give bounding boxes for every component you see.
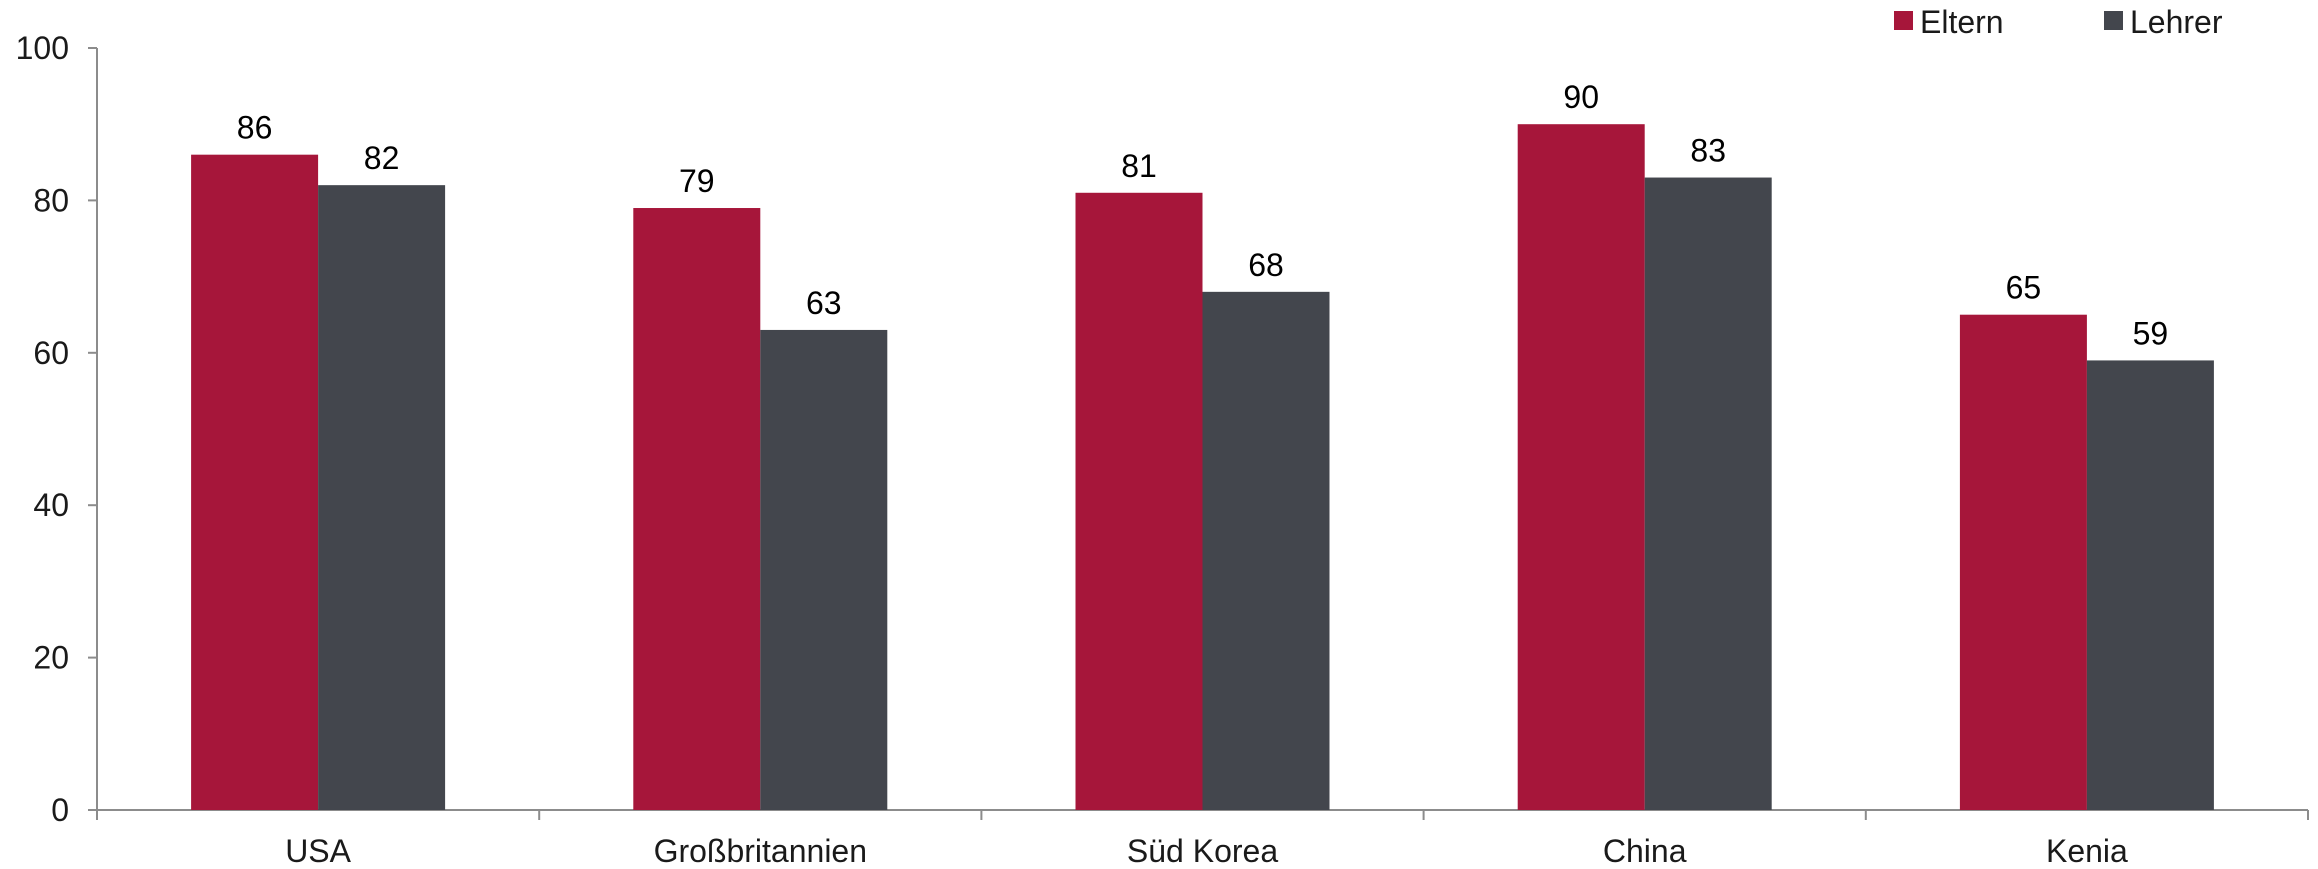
bar-lehrer-3 (1644, 177, 1772, 811)
bar-lehrer-0 (318, 185, 446, 810)
x-tick-label: Süd Korea (1127, 833, 1278, 869)
y-axis: 0 20 40 60 80 100 (16, 30, 98, 828)
data-label: 83 (1690, 133, 1726, 169)
data-labels: 86 82 79 63 81 68 90 83 65 59 (237, 79, 2168, 351)
x-tick-label: USA (285, 833, 351, 869)
data-label: 81 (1121, 148, 1157, 184)
data-label: 68 (1248, 247, 1284, 283)
y-tick-label: 60 (33, 335, 69, 371)
bar-lehrer-1 (760, 329, 888, 810)
y-tick-label: 0 (51, 792, 69, 828)
data-label: 63 (806, 285, 842, 321)
data-label: 59 (2133, 315, 2169, 351)
bar-lehrer-4 (2086, 360, 2214, 810)
data-label: 90 (1563, 79, 1599, 115)
bar-eltern-2 (1075, 192, 1203, 810)
legend: Eltern Lehrer (1894, 4, 2223, 40)
data-label: 82 (364, 140, 400, 176)
y-tick-label: 40 (33, 487, 69, 523)
data-label: 86 (237, 110, 273, 146)
legend-swatch-eltern (1894, 11, 1913, 30)
y-tick-label: 100 (16, 30, 69, 66)
bar-eltern-0 (191, 154, 319, 810)
x-tick-label: Großbritannien (654, 833, 867, 869)
bar-eltern-4 (1959, 314, 2087, 810)
legend-label-eltern: Eltern (1920, 4, 2004, 40)
y-tick-label: 20 (33, 640, 69, 676)
bars (191, 124, 2214, 811)
data-label: 79 (679, 163, 715, 199)
bar-eltern-3 (1517, 124, 1645, 810)
x-tick-label: China (1603, 833, 1687, 869)
legend-swatch-lehrer (2104, 11, 2123, 30)
data-label: 65 (2006, 270, 2042, 306)
legend-label-lehrer: Lehrer (2130, 4, 2223, 40)
x-tick-label: Kenia (2046, 833, 2128, 869)
bar-lehrer-2 (1202, 291, 1330, 811)
bar-eltern-1 (633, 208, 761, 810)
y-tick-label: 80 (33, 182, 69, 218)
x-axis: USA Großbritannien Süd Korea China Kenia (96, 809, 2309, 869)
